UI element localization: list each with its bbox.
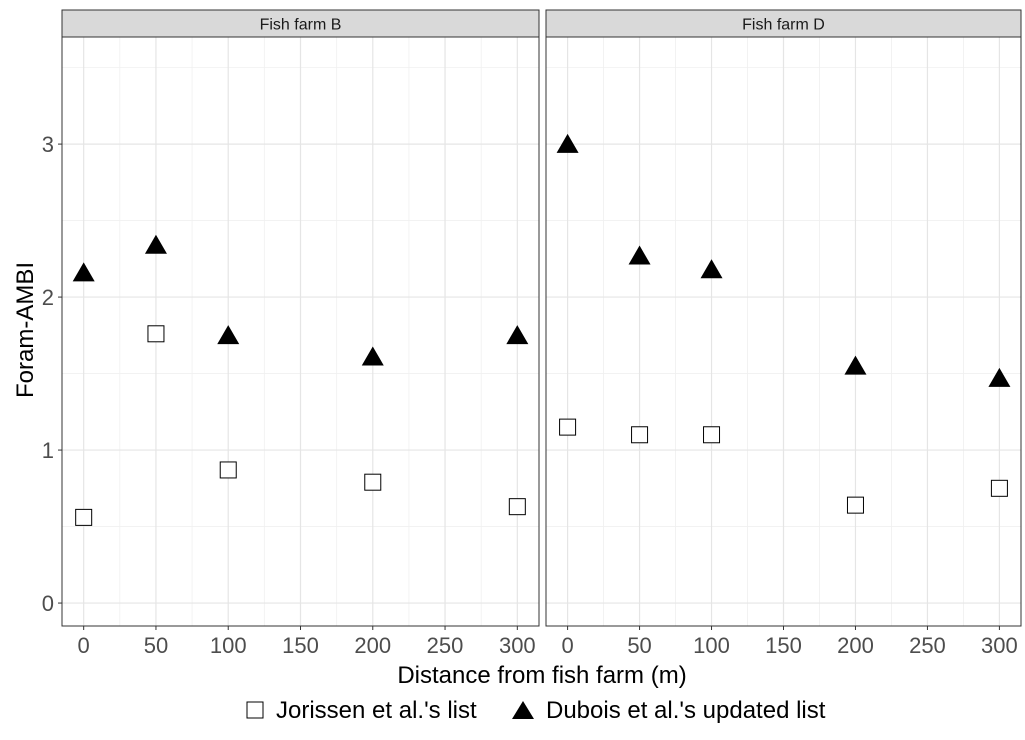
y-tick-label: 1 xyxy=(42,438,54,463)
legend-key-jorissen xyxy=(246,701,264,719)
point-dubois xyxy=(700,259,723,279)
legend-label-dubois: Dubois et al.'s updated list xyxy=(546,697,826,724)
x-tick-label: 150 xyxy=(282,633,319,658)
point-jorissen xyxy=(631,426,649,444)
point-jorissen xyxy=(219,461,237,479)
x-tick-label: 250 xyxy=(909,633,946,658)
point-dubois xyxy=(72,262,95,282)
point-jorissen xyxy=(147,325,165,343)
y-axis-title: Foram-AMBI xyxy=(12,262,39,398)
point-dubois xyxy=(556,133,579,153)
x-tick-label: 50 xyxy=(144,633,168,658)
point-dubois xyxy=(844,355,867,375)
point-jorissen xyxy=(703,426,721,444)
x-tick-label: 200 xyxy=(837,633,874,658)
point-dubois xyxy=(144,234,167,254)
point-jorissen xyxy=(990,479,1008,497)
point-jorissen xyxy=(559,418,577,436)
point-dubois xyxy=(217,325,240,345)
y-tick-label: 0 xyxy=(42,591,54,616)
x-tick-label: 250 xyxy=(427,633,464,658)
x-tick-label: 100 xyxy=(693,633,730,658)
point-jorissen xyxy=(846,496,864,514)
x-tick-label: 0 xyxy=(78,633,90,658)
x-tick-label: 150 xyxy=(765,633,802,658)
x-tick-label: 0 xyxy=(561,633,573,658)
panel-2: Fish farm D 0 50 100 150 200 250 300 xyxy=(545,9,1022,658)
point-dubois xyxy=(361,346,384,366)
point-jorissen xyxy=(75,508,93,526)
panel-1: Fish farm B 0 50 100 150 200 250 300 0 1 2 3 xyxy=(42,9,540,658)
facet-strip-label: Fish farm D xyxy=(742,17,825,34)
x-tick-label: 100 xyxy=(210,633,247,658)
legend: Jorissen et al.'s list Dubois et al.'s up… xyxy=(246,697,826,724)
y-tick-label: 3 xyxy=(42,132,54,157)
facet-strip-label: Fish farm B xyxy=(260,17,342,34)
point-dubois xyxy=(506,325,529,345)
point-jorissen xyxy=(508,498,526,516)
point-jorissen xyxy=(364,473,382,491)
x-tick-label: 300 xyxy=(499,633,536,658)
point-dubois xyxy=(628,245,651,265)
point-dubois xyxy=(988,367,1011,387)
facet-strip xyxy=(545,9,1022,38)
x-axis-title: Distance from fish farm (m) xyxy=(397,662,686,689)
legend-label-jorissen: Jorissen et al.'s list xyxy=(276,697,477,724)
y-tick-label: 2 xyxy=(42,285,54,310)
x-tick-label: 50 xyxy=(627,633,651,658)
x-tick-label: 200 xyxy=(354,633,391,658)
legend-key-dubois xyxy=(512,701,534,719)
x-tick-label: 300 xyxy=(981,633,1018,658)
facet-strip xyxy=(61,9,540,38)
